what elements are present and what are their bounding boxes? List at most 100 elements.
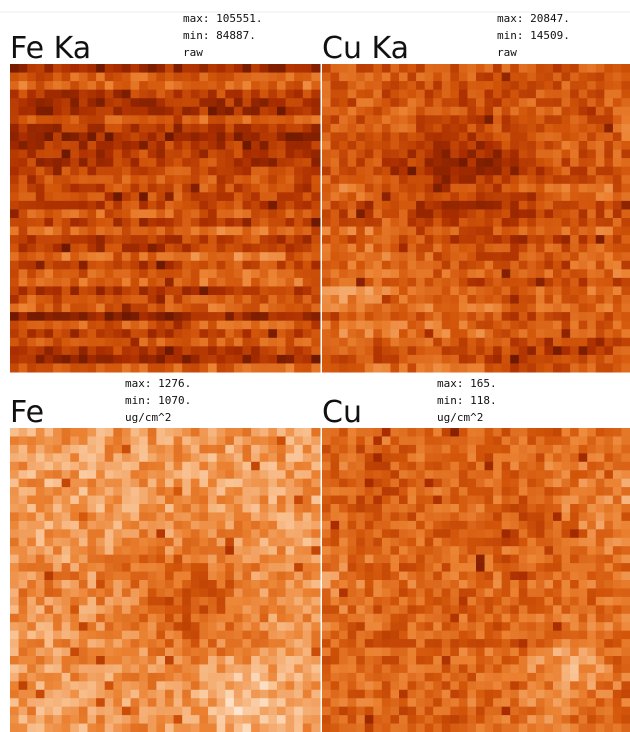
map-pixel [225,538,234,547]
map-pixel [70,184,79,193]
map-pixel [191,479,200,488]
map-pixel [450,355,459,364]
map-pixel [339,235,348,244]
map-pixel [70,521,79,530]
map-pixel [442,304,451,313]
map-pixel [277,209,286,218]
map-pixel [433,167,442,176]
map-pixel [53,656,62,665]
map-pixel [570,496,579,505]
map-pixel [331,244,340,253]
map-pixel [579,496,588,505]
map-pixel [416,572,425,581]
map-pixel [303,304,312,313]
map-pixel [442,428,451,437]
map-pixel [182,304,191,313]
map-pixel [450,496,459,505]
map-pixel [536,504,545,513]
map-pixel [217,81,226,90]
map-pixel [182,81,191,90]
map-pixel [382,175,391,184]
map-pixel [339,614,348,623]
map-pixel [382,201,391,210]
map-pixel [70,639,79,648]
map-pixel [182,504,191,513]
map-pixel [493,201,502,210]
map-pixel [596,338,605,347]
map-pixel [217,555,226,564]
map-pixel [467,124,476,133]
map-pixel [251,338,260,347]
map-pixel [579,580,588,589]
map-pixel [243,244,252,253]
map-pixel [260,252,269,261]
map-pixel [44,597,53,606]
map-pixel [442,81,451,90]
map-pixel [459,192,468,201]
map-pixel [225,546,234,555]
map-pixel [425,312,434,321]
map-pixel [113,462,122,471]
map-pixel [70,107,79,116]
map-pixel [365,588,374,597]
map-pixel [536,201,545,210]
map-pixel [502,521,511,530]
map-pixel [286,639,295,648]
map-pixel [174,673,183,682]
map-pixel [570,244,579,253]
map-pixel [527,664,536,673]
map-pixel [322,295,331,304]
map-pixel [399,597,408,606]
map-pixel [217,321,226,330]
map-pixel [527,244,536,253]
map-pixel [356,209,365,218]
map-pixel [62,690,71,699]
map-pixel [303,209,312,218]
map-pixel [139,329,148,338]
map-pixel [165,572,174,581]
map-pixel [408,453,417,462]
map-pixel [105,90,114,99]
map-pixel [268,504,277,513]
map-pixel [476,286,485,295]
map-pixel [105,363,114,372]
map-pixel [208,521,217,530]
map-pixel [208,184,217,193]
map-pixel [19,346,28,355]
map-pixel [519,141,528,150]
map-pixel [148,479,157,488]
map-pixel [148,218,157,227]
map-pixel [148,321,157,330]
map-pixel [339,73,348,82]
map-pixel [243,167,252,176]
map-pixel [96,252,105,261]
map-pixel [208,656,217,665]
map-pixel [44,715,53,724]
map-pixel [373,81,382,90]
map-pixel [10,90,19,99]
map-pixel [562,338,571,347]
map-pixel [356,201,365,210]
map-pixel [493,107,502,116]
panel: Cumax: 165.min: 118.ug/cm^2 [322,377,630,732]
map-pixel [243,470,252,479]
map-pixel [408,115,417,124]
map-pixel [450,244,459,253]
map-pixel [251,470,260,479]
map-pixel [476,338,485,347]
map-pixel [199,715,208,724]
map-pixel [19,167,28,176]
map-pixel [485,192,494,201]
map-pixel [277,453,286,462]
map-pixel [243,681,252,690]
map-pixel [139,656,148,665]
map-pixel [139,115,148,124]
map-pixel [570,546,579,555]
map-pixel [96,64,105,73]
map-pixel [156,201,165,210]
map-pixel [356,605,365,614]
map-pixel [510,580,519,589]
map-pixel [553,673,562,682]
map-pixel [44,141,53,150]
map-pixel [536,269,545,278]
